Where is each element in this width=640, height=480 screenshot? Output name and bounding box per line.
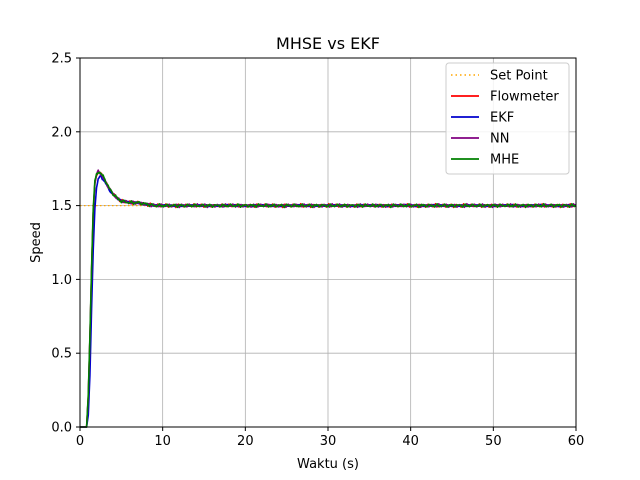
legend-box [445,62,570,175]
legend-label-nn: NN [490,132,509,147]
y-tick-label: 1.5 [51,199,72,214]
x-tick-label: 10 [154,434,171,449]
legend-label-ekf: EKF [490,111,514,126]
chart-title: MHSE vs EKF [276,34,380,53]
y-tick-label: 0.5 [51,347,72,362]
legend-label-flowmeter: Flowmeter [490,90,559,105]
x-axis-label: Waktu (s) [297,457,359,472]
series-line-mhe [80,171,577,428]
x-tick-label: 60 [568,434,585,449]
legend: Set Point Flowmeter EKF NN MHE [445,62,570,175]
y-tick-label: 1.0 [51,273,72,288]
y-axis-label: Speed [29,222,44,263]
legend-label-set-point: Set Point [490,69,548,84]
x-tick-label: 20 [237,434,254,449]
legend-label-mhe: MHE [490,153,519,168]
axis-ticks: 0 10 20 30 40 50 60 0.0 0.5 1.0 1.5 2.0 2.5 [51,52,584,450]
x-tick-label: 50 [485,434,502,449]
x-tick-label: 40 [402,434,419,449]
series-lines [80,169,577,428]
x-tick-label: 0 [76,434,84,449]
y-tick-label: 0.0 [51,421,72,436]
x-tick-label: 30 [320,434,337,449]
y-tick-label: 2.5 [51,52,72,67]
y-tick-label: 2.0 [51,125,72,140]
